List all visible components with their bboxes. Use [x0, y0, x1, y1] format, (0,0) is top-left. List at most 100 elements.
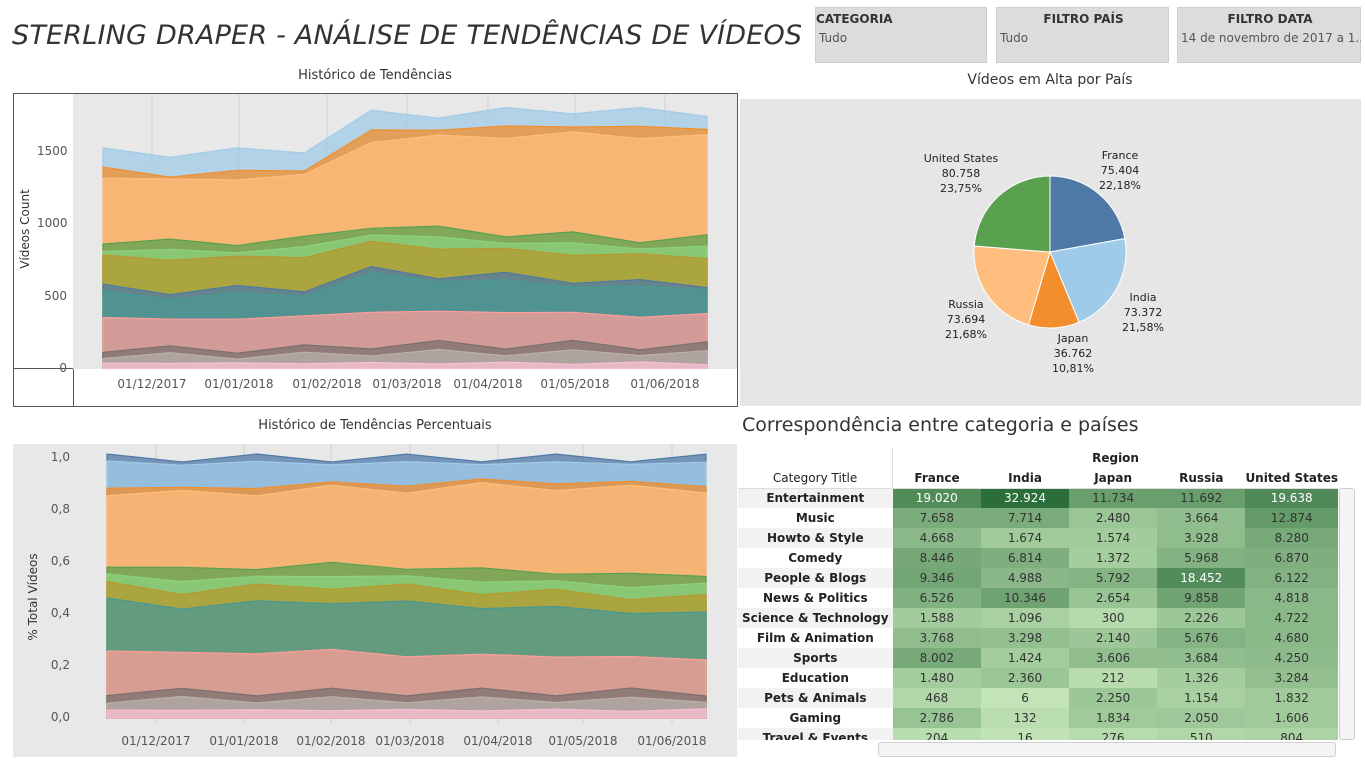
- trend-chart-corner: [13, 368, 74, 407]
- value-cell[interactable]: 2.226: [1157, 608, 1246, 628]
- filter-pais-value[interactable]: Tudo: [1000, 31, 1029, 45]
- value-cell[interactable]: 10.346: [980, 588, 1070, 608]
- value-cell[interactable]: 6: [980, 688, 1070, 708]
- filter-data[interactable]: FILTRO DATA 14 de novembro de 2017 a 1..: [1177, 7, 1361, 63]
- value-cell[interactable]: 11.692: [1157, 488, 1246, 508]
- x-tick-label: 01/03/2018: [372, 377, 442, 391]
- value-cell[interactable]: 468: [892, 688, 981, 708]
- value-cell[interactable]: 11.734: [1069, 488, 1158, 508]
- value-cell[interactable]: 16: [980, 728, 1070, 740]
- x-tick-label: 01/02/2018: [292, 377, 362, 391]
- table-row: Entertainment 19.020 32.924 11.734 11.692 19.…: [738, 488, 1338, 508]
- value-cell[interactable]: 2.654: [1069, 588, 1158, 608]
- area-series-0: [102, 361, 708, 369]
- value-cell[interactable]: 2.360: [980, 668, 1070, 688]
- pie-slice-united-states[interactable]: [973, 175, 1051, 253]
- value-cell[interactable]: 4.680: [1245, 628, 1338, 648]
- value-cell[interactable]: 804: [1245, 728, 1338, 740]
- value-cell[interactable]: 1.096: [980, 608, 1070, 628]
- value-cell[interactable]: 9.346: [892, 568, 981, 588]
- value-cell[interactable]: 2.140: [1069, 628, 1158, 648]
- value-cell[interactable]: 4.722: [1245, 608, 1338, 628]
- value-cell[interactable]: 5.968: [1157, 548, 1246, 568]
- table-row: People & Blogs 9.346 4.988 5.792 18.452 6.122: [738, 568, 1338, 588]
- category-cell: Pets & Animals: [738, 688, 893, 708]
- pie-label-value_label: 73.372: [1123, 306, 1163, 319]
- value-cell[interactable]: 300: [1069, 608, 1158, 628]
- heatmap-viewport[interactable]: Region Category Title France India Japan Ru…: [738, 448, 1338, 740]
- filter-data-label: FILTRO DATA: [1227, 12, 1313, 26]
- value-cell[interactable]: 12.874: [1245, 508, 1338, 528]
- value-cell[interactable]: 5.792: [1069, 568, 1158, 588]
- value-cell[interactable]: 1.480: [892, 668, 981, 688]
- region-header: Region: [892, 448, 1338, 468]
- value-cell[interactable]: 6.122: [1245, 568, 1338, 588]
- x-tick-label: 01/12/2017: [117, 377, 187, 391]
- filter-categoria[interactable]: CATEGORIA Tudo: [815, 7, 987, 63]
- value-cell[interactable]: 3.284: [1245, 668, 1338, 688]
- value-cell[interactable]: 5.676: [1157, 628, 1246, 648]
- value-cell[interactable]: 1.574: [1069, 528, 1158, 548]
- value-cell[interactable]: 276: [1069, 728, 1158, 740]
- value-cell[interactable]: 1.834: [1069, 708, 1158, 728]
- value-cell[interactable]: 1.154: [1157, 688, 1246, 708]
- value-cell[interactable]: 1.424: [980, 648, 1070, 668]
- filter-data-value[interactable]: 14 de novembro de 2017 a 1..: [1181, 31, 1361, 45]
- heatmap-vertical-scrollbar[interactable]: [1339, 488, 1355, 740]
- x-tick-label: 01/06/2018: [637, 734, 707, 748]
- filter-pais[interactable]: FILTRO PAÍS Tudo: [996, 7, 1169, 63]
- value-cell[interactable]: 4.668: [892, 528, 981, 548]
- x-tick-label: 01/05/2018: [548, 734, 618, 748]
- value-cell[interactable]: 2.050: [1157, 708, 1246, 728]
- x-tick-label: 01/06/2018: [630, 377, 700, 391]
- value-cell[interactable]: 6.814: [980, 548, 1070, 568]
- pie-chart-title: Vídeos em Alta por País: [967, 72, 1133, 88]
- value-cell[interactable]: 4.250: [1245, 648, 1338, 668]
- pie-slice-india[interactable]: [1049, 238, 1127, 323]
- heatmap-horizontal-scrollbar[interactable]: [878, 742, 1336, 757]
- table-row: Sports 8.002 1.424 3.606 3.684 4.250: [738, 648, 1338, 668]
- y-tick-label: 0: [59, 361, 67, 375]
- pie-label-pct: 10,81%: [1052, 362, 1094, 375]
- value-cell[interactable]: 19.020: [892, 488, 981, 508]
- value-cell[interactable]: 2.250: [1069, 688, 1158, 708]
- value-cell[interactable]: 1.588: [892, 608, 981, 628]
- filter-categoria-value[interactable]: Tudo: [819, 31, 848, 45]
- value-cell[interactable]: 1.326: [1157, 668, 1246, 688]
- value-cell[interactable]: 3.928: [1157, 528, 1246, 548]
- value-cell[interactable]: 9.858: [1157, 588, 1246, 608]
- value-cell[interactable]: 1.372: [1069, 548, 1158, 568]
- value-cell[interactable]: 1.606: [1245, 708, 1338, 728]
- pie-slice-russia[interactable]: [973, 245, 1051, 326]
- category-cell: Science & Technology: [738, 608, 893, 628]
- value-cell[interactable]: 7.714: [980, 508, 1070, 528]
- value-cell[interactable]: 7.658: [892, 508, 981, 528]
- value-cell[interactable]: 3.606: [1069, 648, 1158, 668]
- value-cell[interactable]: 2.786: [892, 708, 981, 728]
- value-cell[interactable]: 8.280: [1245, 528, 1338, 548]
- value-cell[interactable]: 4.988: [980, 568, 1070, 588]
- value-cell[interactable]: 2.480: [1069, 508, 1158, 528]
- value-cell[interactable]: 8.002: [892, 648, 981, 668]
- value-cell[interactable]: 510: [1157, 728, 1246, 740]
- value-cell[interactable]: 3.298: [980, 628, 1070, 648]
- value-cell[interactable]: 132: [980, 708, 1070, 728]
- value-cell[interactable]: 18.452: [1157, 568, 1246, 588]
- value-cell[interactable]: 4.818: [1245, 588, 1338, 608]
- value-cell[interactable]: 3.768: [892, 628, 981, 648]
- x-tick-label: 01/05/2018: [540, 377, 610, 391]
- value-cell[interactable]: 6.526: [892, 588, 981, 608]
- value-cell[interactable]: 3.664: [1157, 508, 1246, 528]
- value-cell[interactable]: 32.924: [980, 488, 1070, 508]
- pct-chart-title: Histórico de Tendências Percentuais: [258, 418, 492, 433]
- value-cell[interactable]: 204: [892, 728, 981, 740]
- value-cell[interactable]: 8.446: [892, 548, 981, 568]
- table-row: News & Politics 6.526 10.346 2.654 9.858 4.81…: [738, 588, 1338, 608]
- value-cell[interactable]: 6.870: [1245, 548, 1338, 568]
- value-cell[interactable]: 19.638: [1245, 488, 1338, 508]
- value-cell[interactable]: 1.832: [1245, 688, 1338, 708]
- value-cell[interactable]: 212: [1069, 668, 1158, 688]
- pie-slice-france[interactable]: [1049, 175, 1126, 253]
- value-cell[interactable]: 1.674: [980, 528, 1070, 548]
- value-cell[interactable]: 3.684: [1157, 648, 1246, 668]
